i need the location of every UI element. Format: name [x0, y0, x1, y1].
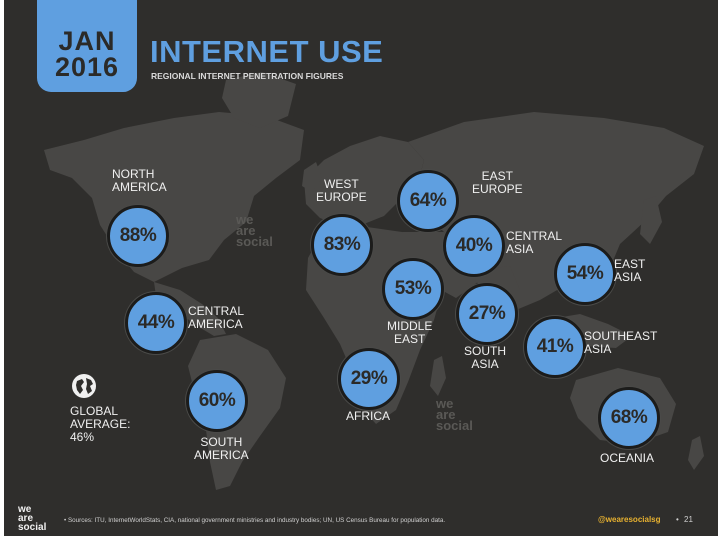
madagascar-landmass: [430, 356, 446, 396]
bubble-south-america: 60%: [186, 370, 248, 432]
label-middle-east: MIDDLE EAST: [387, 319, 433, 346]
watermark-logo: we are social: [436, 396, 473, 433]
bubble-oceania: 68%: [598, 387, 660, 449]
bubble-east-europe: 64%: [397, 170, 459, 232]
watermark-text: we are social: [236, 212, 273, 249]
japan-landmass: [640, 196, 662, 244]
bubble-west-europe: 83%: [311, 214, 373, 276]
watermark-logo: we are social: [236, 212, 273, 249]
bubble-central-america: 44%: [125, 292, 187, 354]
date-badge: JAN 2016: [37, 0, 137, 92]
globe-icon: [72, 374, 96, 398]
label-south-asia: SOUTH ASIA: [464, 344, 506, 371]
greenland-landmass: [222, 72, 296, 128]
label-southeast-asia: SOUTHEAST ASIA: [584, 329, 658, 356]
bubble-africa: 29%: [338, 348, 400, 410]
watermark-text: we are social: [436, 396, 473, 433]
bubble-north-america: 88%: [107, 205, 169, 267]
bubble-southeast-asia: 41%: [524, 316, 586, 378]
bubble-central-asia: 40%: [443, 215, 505, 277]
label-north-america: NORTH AMERICA: [112, 167, 167, 194]
date-year: 2016: [54, 52, 120, 82]
sources-text: • Sources: ITU, InternetWorldStats, CIA,…: [64, 517, 446, 524]
bubble-middle-east: 53%: [382, 258, 444, 320]
europe-landmass: [304, 136, 424, 226]
label-central-asia: CENTRAL ASIA: [506, 229, 563, 256]
bubble-east-asia: 54%: [554, 243, 616, 305]
page-number: 21: [684, 515, 693, 524]
page-subtitle: REGIONAL INTERNET PENETRATION FIGURES: [151, 71, 344, 81]
footer-separator: •: [676, 515, 679, 524]
label-east-asia: EAST ASIA: [614, 257, 646, 284]
uk-landmass: [302, 162, 322, 192]
label-west-europe: WEST EUROPE: [316, 177, 367, 204]
bubble-south-asia: 27%: [456, 283, 518, 345]
label-east-europe: EAST EUROPE: [472, 169, 523, 196]
label-africa: AFRICA: [346, 409, 391, 423]
social-handle: @wearesocialsg: [598, 515, 661, 524]
global-average-label: GLOBAL AVERAGE: 46%: [70, 404, 131, 444]
north-america-landmass: [44, 112, 304, 282]
label-south-america: SOUTH AMERICA: [194, 435, 249, 462]
label-central-america: CENTRAL AMERICA: [188, 304, 245, 331]
date-month: JAN: [58, 26, 116, 56]
label-oceania: OCEANIA: [600, 451, 655, 465]
new-zealand-landmass: [688, 436, 704, 470]
footer-logo: we are social: [18, 504, 47, 533]
slide: JAN 2016 INTERNET USE REGIONAL INTERNET …: [4, 0, 718, 536]
page-title: INTERNET USE: [150, 34, 384, 69]
